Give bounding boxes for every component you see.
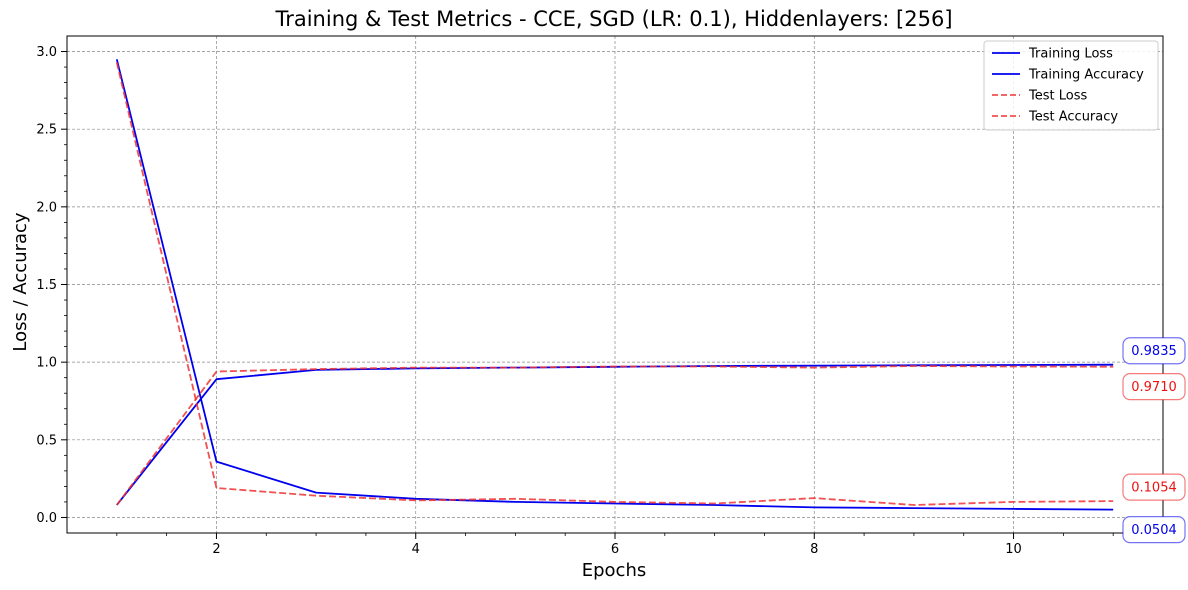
y-tick-label: 1.5 — [36, 278, 57, 293]
legend-entry: Training Accuracy — [1028, 68, 1144, 83]
x-axis-title: Epochs — [582, 560, 647, 581]
x-tick-label: 2 — [212, 542, 220, 557]
end-value-label: 0.9710 — [1131, 380, 1177, 395]
end-value-label: 0.9835 — [1131, 344, 1177, 359]
series-line-test-loss — [115, 62, 1114, 506]
series-layer — [115, 59, 1114, 511]
x-tick-label: 10 — [1005, 542, 1022, 557]
axis-ticks: 2 4 6 8 10 0.0 0.5 1.0 1.5 2.0 2.5 3.0 — [36, 45, 1114, 557]
y-axis-title: Loss / Accuracy — [10, 212, 31, 352]
legend-entry: Training Loss — [1028, 47, 1113, 62]
end-label-box — [1122, 473, 1186, 501]
legend: Training Loss Training Accuracy Test Loss T… — [983, 40, 1159, 131]
end-value-labels: 0.9835 0.9710 0.1054 0.0504 — [1122, 337, 1186, 544]
series-line-training-loss — [115, 59, 1114, 511]
y-tick-label: 2.0 — [36, 200, 57, 215]
y-tick-label: 2.5 — [36, 123, 57, 138]
y-tick-label: 0.0 — [36, 511, 57, 526]
end-value-label: 0.1054 — [1131, 481, 1177, 496]
end-label-box — [1122, 373, 1186, 401]
legend-entry: Test Loss — [1028, 89, 1087, 104]
chart-title: Training & Test Metrics - CCE, SGD (LR: … — [274, 7, 952, 31]
y-tick-label: 1.0 — [36, 356, 57, 371]
end-label-box — [1122, 337, 1186, 365]
x-tick-label: 6 — [611, 542, 619, 557]
end-value-label: 0.0504 — [1131, 523, 1177, 538]
end-label-box — [1122, 516, 1186, 544]
x-tick-label: 8 — [810, 542, 818, 557]
series-line-test-accuracy — [116, 365, 1114, 506]
y-tick-label: 3.0 — [36, 45, 57, 60]
legend-box — [983, 40, 1159, 131]
x-tick-label: 4 — [412, 542, 420, 557]
legend-entry: Test Accuracy — [1028, 110, 1118, 125]
y-tick-label: 0.5 — [36, 433, 57, 448]
